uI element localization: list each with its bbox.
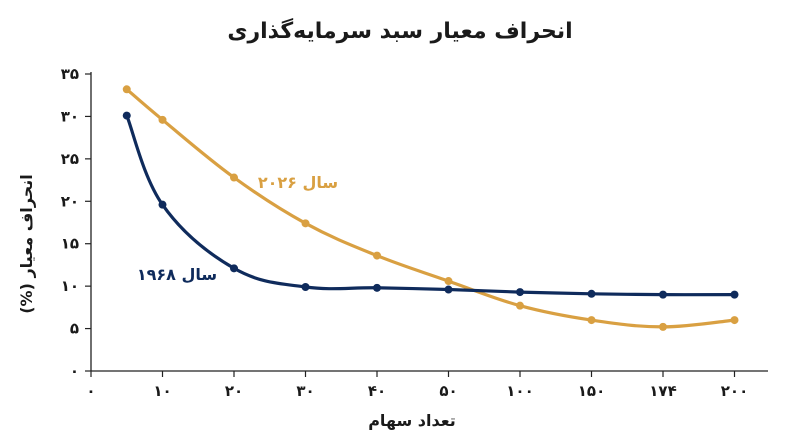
data-point [122, 111, 131, 120]
y-tick-label: ۳۵ [61, 65, 79, 83]
data-point [730, 290, 739, 299]
series-1 [122, 111, 739, 299]
x-tick-label: ۱۰ [153, 382, 171, 400]
y-tick-label: ۰ [70, 362, 79, 380]
y-tick-label: ۵ [70, 320, 79, 338]
x-tick-label: ۲۰ [225, 382, 243, 400]
series-line [125, 87, 737, 329]
data-point [444, 285, 453, 294]
data-point [516, 288, 524, 297]
data-point [158, 200, 167, 209]
x-tick-label: ۱۵۰ [578, 382, 605, 400]
data-point [659, 290, 667, 299]
x-axis-label: تعداد سهام [368, 411, 456, 430]
y-tick-label: ۳۰ [61, 107, 79, 125]
data-point [659, 322, 667, 331]
data-point [230, 173, 238, 182]
data-point [444, 277, 453, 286]
x-tick-label: ۵۰ [439, 382, 457, 400]
y-tick-label: ۱۰ [61, 277, 79, 295]
data-point [230, 264, 238, 273]
data-point [730, 316, 739, 325]
y-axis-label: انحراف معیار (%) [17, 174, 36, 314]
x-tick-label: ۴۰ [368, 382, 386, 400]
y-tick-label: ۲۰ [61, 192, 79, 210]
x-tick-label: ۱۰۰ [506, 382, 533, 400]
series-0 [122, 85, 739, 331]
data-point [587, 289, 596, 298]
data-point [122, 85, 131, 94]
data-point [301, 282, 310, 291]
chart-title: انحراف معیار سبد سرمایه‌گذاری [227, 17, 572, 44]
data-point [301, 219, 310, 228]
series-line [125, 114, 737, 297]
data-point [516, 301, 524, 310]
y-tick-label: ۱۵ [61, 235, 79, 253]
x-ticks: ۰ ۱۰ ۲۰ ۳۰ ۴۰ ۵۰ ۱۰۰ ۱۵۰ ۱۷۴ ۲۰۰ [86, 371, 748, 400]
x-tick-label: ۳۰ [296, 382, 314, 400]
data-point [373, 283, 381, 292]
y-axis-label-group: انحراف معیار (%) [17, 174, 36, 314]
series-label-1968: سال ۱۹۶۸ [137, 265, 217, 284]
y-ticks: ۰ ۵ ۱۰ ۱۵ ۲۰ ۲۵ ۳۰ ۳۵ [61, 65, 91, 380]
series-layer [122, 85, 739, 331]
y-tick-label: ۲۵ [61, 150, 79, 168]
x-tick-label: ۲۰۰ [721, 382, 748, 400]
data-point [587, 316, 596, 325]
data-point [373, 251, 381, 260]
data-point [158, 115, 167, 124]
series-label-2026: سال ۲۰۲۶ [258, 173, 338, 192]
x-tick-label: ۱۷۴ [649, 382, 676, 400]
x-tick-label: ۰ [86, 382, 95, 400]
